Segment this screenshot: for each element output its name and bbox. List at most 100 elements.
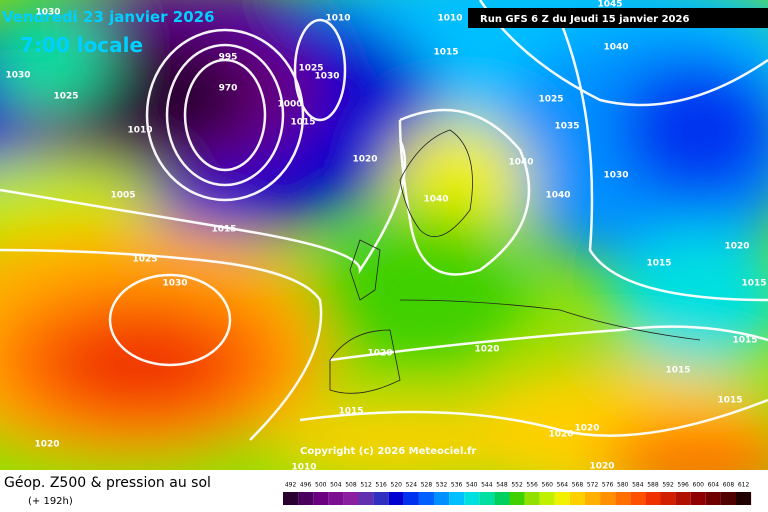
footer-title: Géop. Z500 & pression au sol bbox=[4, 475, 211, 491]
isobar-label: 1025 bbox=[538, 95, 563, 105]
legend-swatch bbox=[645, 492, 661, 505]
legend-label: 536 bbox=[451, 482, 463, 489]
legend-label: 520 bbox=[391, 482, 403, 489]
legend-label: 548 bbox=[496, 482, 508, 489]
legend-swatch bbox=[449, 492, 465, 505]
isobar-label: 1000 bbox=[277, 100, 302, 110]
isobar-label: 1020 bbox=[574, 424, 599, 434]
legend-label: 576 bbox=[602, 482, 614, 489]
legend-label: 564 bbox=[557, 482, 569, 489]
color-legend: 492 496 500 504 508 512 516 520 524 528 532 536 540 5… bbox=[283, 482, 752, 505]
legend-swatch bbox=[600, 492, 616, 505]
legend-swatch bbox=[720, 492, 736, 505]
legend-label: 592 bbox=[662, 482, 674, 489]
isobar-label: 1040 bbox=[603, 43, 628, 53]
legend-swatch bbox=[569, 492, 585, 505]
isobar-label: 970 bbox=[219, 84, 238, 94]
isobar-label: 1030 bbox=[35, 8, 60, 18]
isobar-label: 1015 bbox=[338, 407, 363, 417]
legend-label: 516 bbox=[375, 482, 387, 489]
legend-label: 580 bbox=[617, 482, 629, 489]
isobar-label: 1015 bbox=[646, 259, 671, 269]
legend-label: 608 bbox=[723, 482, 735, 489]
isobar-label: 1020 bbox=[589, 462, 614, 472]
isobar-label: 1010 bbox=[291, 463, 316, 473]
legend-label: 552 bbox=[511, 482, 523, 489]
isobar-label: 1040 bbox=[545, 191, 570, 201]
isobar-label: 1045 bbox=[597, 0, 622, 10]
legend-label: 584 bbox=[632, 482, 644, 489]
coastlines bbox=[329, 129, 701, 394]
legend-label: 600 bbox=[693, 482, 705, 489]
legend-swatch bbox=[524, 492, 540, 505]
legend-swatch bbox=[690, 492, 706, 505]
legend-label: 492 bbox=[285, 482, 297, 489]
isobar-label: 1030 bbox=[5, 71, 30, 81]
legend-swatch bbox=[630, 492, 646, 505]
isobar-label: 1020 bbox=[724, 242, 749, 252]
legend-swatch bbox=[343, 492, 359, 505]
legend-swatch bbox=[554, 492, 570, 505]
legend-swatch bbox=[283, 492, 299, 505]
isobar-label: 1010 bbox=[437, 14, 462, 24]
legend-label: 512 bbox=[360, 482, 372, 489]
isobar-labels: 1030 1010 1010 1015 1045 1040 995 1025 1030 970 10… bbox=[5, 0, 766, 473]
legend-swatch bbox=[464, 492, 480, 505]
isobar-label: 1020 bbox=[352, 155, 377, 165]
isobar-label: 1030 bbox=[162, 279, 187, 289]
isobar-label: 1015 bbox=[290, 118, 315, 128]
legend-label: 612 bbox=[738, 482, 750, 489]
isobar-label: 1005 bbox=[110, 191, 135, 201]
isobar-label: 1025 bbox=[298, 64, 323, 74]
legend-swatch bbox=[373, 492, 389, 505]
legend-swatch bbox=[479, 492, 495, 505]
legend-swatch bbox=[388, 492, 404, 505]
valid-date: Vendredi 23 janvier 2026 bbox=[2, 8, 215, 26]
run-box bbox=[468, 8, 768, 28]
legend-label: 540 bbox=[466, 482, 478, 489]
isobar-label: 1035 bbox=[554, 122, 579, 132]
legend-label: 556 bbox=[526, 482, 538, 489]
legend-label: 500 bbox=[315, 482, 327, 489]
legend-swatch bbox=[403, 492, 419, 505]
isobar-label: 1010 bbox=[127, 126, 152, 136]
legend-label: 532 bbox=[436, 482, 448, 489]
legend-swatch bbox=[328, 492, 344, 505]
map-field bbox=[0, 0, 768, 470]
isobar-label: 1015 bbox=[211, 225, 236, 235]
isobar-label: 1010 bbox=[325, 14, 350, 24]
legend-swatch bbox=[298, 492, 314, 505]
legend-swatch bbox=[615, 492, 631, 505]
isobar-label: 1020 bbox=[474, 345, 499, 355]
isobar-label: 995 bbox=[219, 53, 238, 63]
isobar-label: 1025 bbox=[53, 92, 78, 102]
isobar-label: 1015 bbox=[433, 48, 458, 58]
isobar-label: 1015 bbox=[741, 279, 766, 289]
legend-swatch bbox=[736, 492, 752, 505]
legend-label: 568 bbox=[572, 482, 584, 489]
isobar-label: 1015 bbox=[732, 336, 757, 346]
isobar-label: 1040 bbox=[508, 158, 533, 168]
isobar-label: 1040 bbox=[423, 195, 448, 205]
legend-swatch bbox=[494, 492, 510, 505]
isobar-label: 1015 bbox=[665, 366, 690, 376]
isobar-label: 1020 bbox=[34, 440, 59, 450]
copyright: Copyright (c) 2026 Meteociel.fr bbox=[300, 446, 477, 457]
legend-label: 572 bbox=[587, 482, 599, 489]
legend-swatch bbox=[675, 492, 691, 505]
isobar-label: 1020 bbox=[367, 349, 392, 359]
isobar-label: 1015 bbox=[717, 396, 742, 406]
legend-label: 508 bbox=[345, 482, 357, 489]
legend-label: 560 bbox=[542, 482, 554, 489]
isobars bbox=[0, 0, 768, 441]
legend-label: 588 bbox=[647, 482, 659, 489]
isobar-label: 1020 bbox=[548, 430, 573, 440]
legend-label: 544 bbox=[481, 482, 493, 489]
legend-swatch bbox=[418, 492, 434, 505]
legend-label: 596 bbox=[677, 482, 689, 489]
legend-label: 496 bbox=[300, 482, 312, 489]
run-label: Run GFS 6 Z du Jeudi 15 janvier 2026 bbox=[480, 14, 689, 25]
legend-label: 604 bbox=[708, 482, 720, 489]
legend-swatch bbox=[313, 492, 329, 505]
